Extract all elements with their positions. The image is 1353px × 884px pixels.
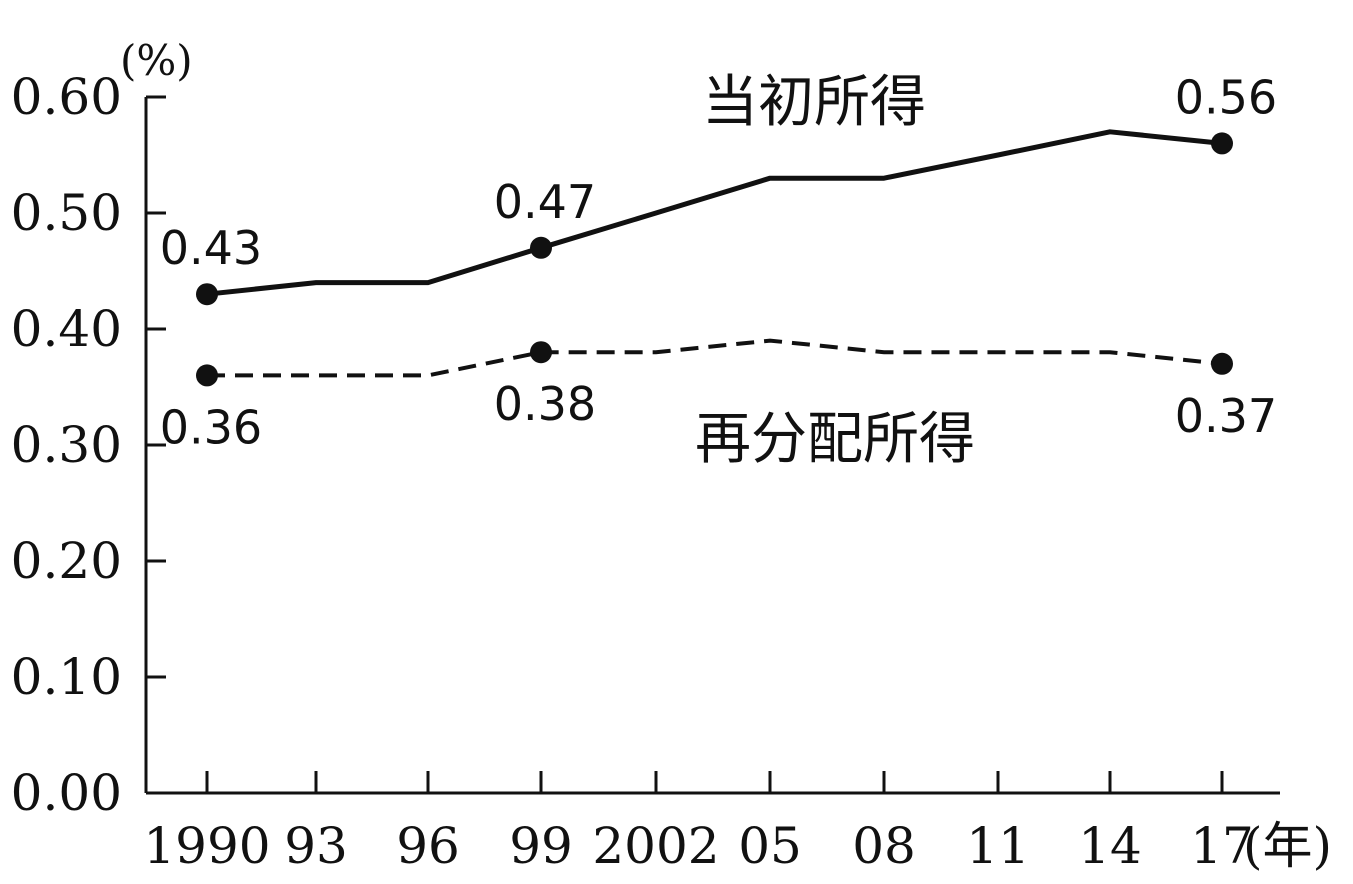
data-label: 0.38 (494, 377, 596, 431)
series-label-redistributed-income: 再分配所得 (695, 407, 975, 472)
y-tick-label: 0.60 (11, 68, 122, 126)
series-label-initial-income: 当初所得 (702, 70, 926, 135)
x-tick-label: 99 (509, 817, 573, 875)
series-1-marker (1211, 352, 1233, 375)
data-label: 0.36 (160, 400, 262, 454)
series-0-marker (196, 283, 218, 306)
y-axis-unit-label: (%) (120, 36, 193, 85)
data-label: 0.43 (160, 221, 262, 275)
y-tick-label: 0.10 (11, 648, 122, 706)
x-tick-label: 2002 (592, 817, 719, 875)
series-0-marker (530, 236, 552, 259)
series-layer (196, 129, 1233, 387)
data-label-layer: 0.43 0.47 0.56 0.36 0.38 0.37 (160, 70, 1277, 454)
x-tick-label: 17 (1190, 817, 1254, 875)
series-line-0 (206, 129, 1223, 297)
data-label: 0.37 (1175, 389, 1277, 443)
series-0-marker (1211, 132, 1233, 155)
x-axis-ticks: 1990 93 96 99 2002 05 08 11 14 17 (143, 771, 1254, 875)
series-line-1 (207, 338, 1223, 378)
y-tick-label: 0.50 (11, 184, 122, 242)
y-axis-ticks: 0.00 0.10 0.20 0.30 0.40 0.50 0.60 (11, 68, 166, 822)
data-label: 0.47 (494, 175, 596, 229)
x-tick-label: 08 (852, 817, 916, 875)
data-label: 0.56 (1175, 70, 1277, 124)
x-tick-label: 14 (1078, 817, 1142, 875)
x-tick-label: 1990 (143, 817, 270, 875)
x-tick-label: 11 (966, 817, 1030, 875)
y-tick-label: 0.00 (11, 764, 122, 822)
x-tick-label: 05 (738, 817, 802, 875)
series-1-marker (196, 364, 218, 387)
y-tick-label: 0.40 (11, 300, 122, 358)
y-tick-label: 0.30 (11, 416, 122, 474)
x-axis-unit-label: (年) (1243, 817, 1332, 875)
series-1-marker (530, 341, 552, 364)
y-tick-label: 0.20 (11, 532, 122, 590)
x-tick-label: 93 (284, 817, 348, 875)
x-tick-label: 96 (396, 817, 460, 875)
